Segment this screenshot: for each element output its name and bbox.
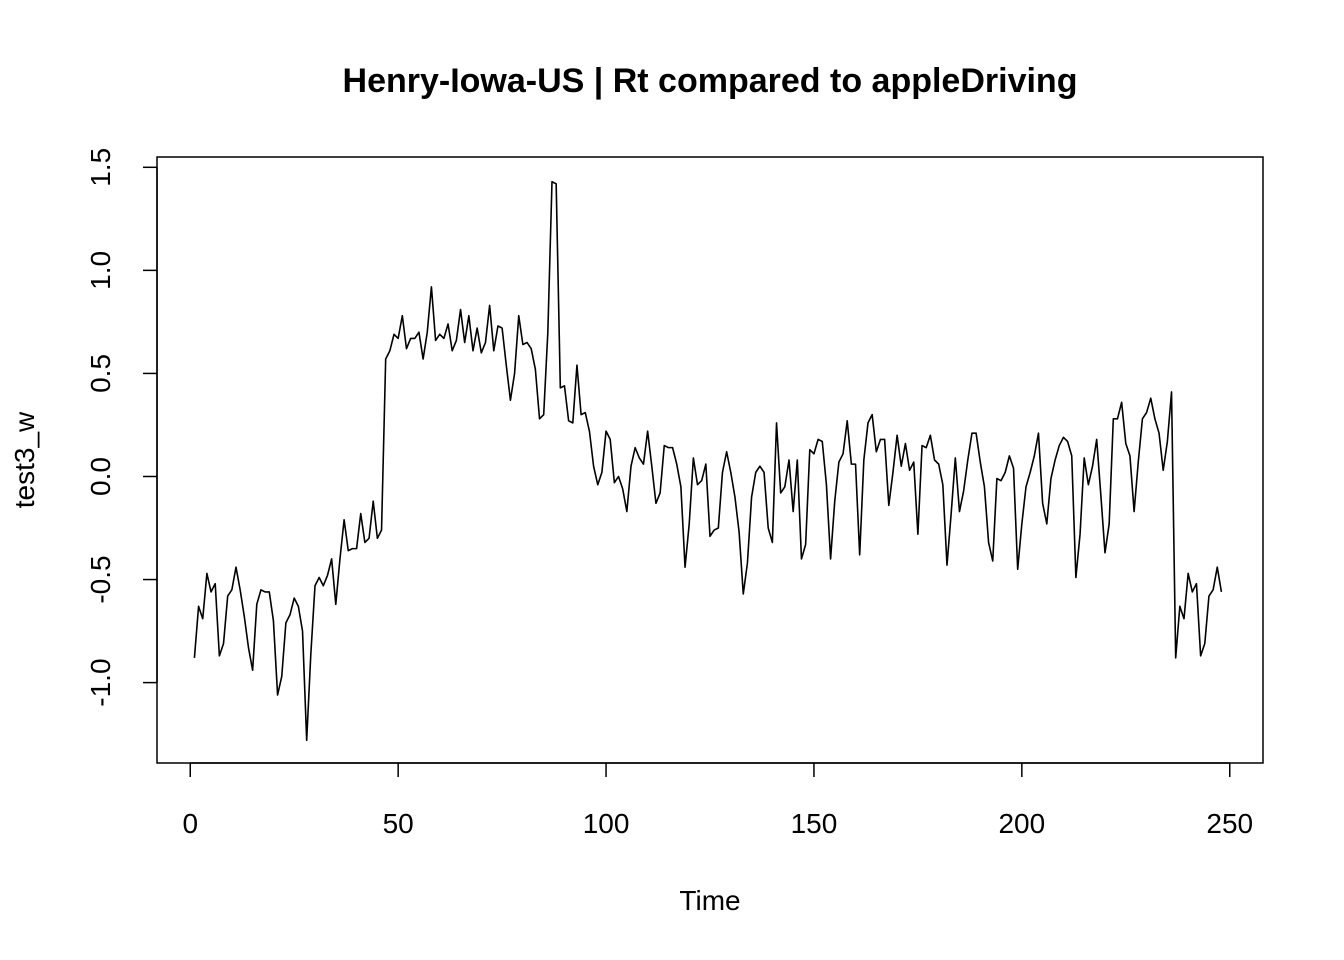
x-tick-label: 100 [583, 808, 630, 839]
x-axis: 0 50 100 150 200 250 [182, 762, 1253, 839]
x-tick-label: 200 [998, 808, 1045, 839]
y-tick-label: -0.5 [85, 555, 116, 603]
x-tick-label: 250 [1206, 808, 1253, 839]
y-tick-label: 1.5 [85, 148, 116, 187]
y-tick-label: -1.0 [85, 658, 116, 706]
x-tick-label: 0 [182, 808, 198, 839]
chart-title: Henry-Iowa-US | Rt compared to appleDriv… [343, 62, 1078, 100]
series-line [193, 180, 1223, 742]
x-tick-label: 50 [383, 808, 414, 839]
x-axis-title: Time [679, 885, 740, 916]
y-tick-label: 0.0 [85, 457, 116, 496]
y-axis: -1.0 -0.5 0.0 0.5 1.0 1.5 [85, 148, 158, 707]
y-axis-title: test3_w [9, 411, 40, 508]
plot-frame [156, 156, 1264, 764]
x-tick-label: 150 [791, 808, 838, 839]
y-tick-label: 0.5 [85, 354, 116, 393]
y-tick-label: 1.0 [85, 251, 116, 290]
